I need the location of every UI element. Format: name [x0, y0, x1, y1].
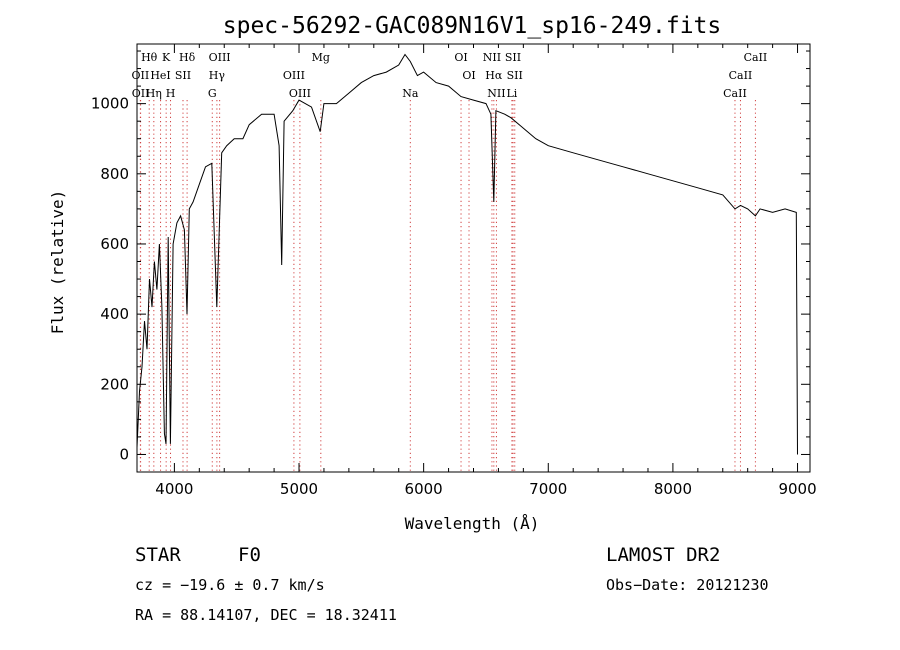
- line-marker-label: CaII: [723, 87, 747, 100]
- y-tick-label: 200: [100, 375, 129, 393]
- line-marker-label: Hδ: [179, 51, 196, 64]
- line-marker-label: HeI: [150, 69, 170, 82]
- coordinates: RA = 88.14107, DEC = 18.32411: [135, 606, 397, 624]
- x-tick-label: 7000: [529, 480, 567, 498]
- y-tick-label: 400: [100, 305, 129, 323]
- observation-date: Obs−Date: 20121230: [606, 576, 769, 594]
- x-tick-label: 8000: [654, 480, 692, 498]
- chart-title: spec-56292-GAC089N16V1_sp16-249.fits: [223, 13, 722, 39]
- line-marker-label: SII: [505, 51, 521, 64]
- line-marker-label: Hη: [146, 87, 162, 100]
- line-marker-label: Hθ: [141, 51, 158, 64]
- object-subclass: F0: [238, 544, 261, 566]
- line-marker-label: OI: [462, 69, 475, 82]
- y-axis-label: Flux (relative): [48, 190, 67, 335]
- line-marker-label: OIII: [289, 87, 311, 100]
- line-marker-label: Hγ: [209, 69, 226, 82]
- line-marker-label: Na: [402, 87, 419, 100]
- line-marker-label: Li: [506, 87, 517, 100]
- x-tick-label: 6000: [405, 480, 443, 498]
- line-marker-label: OIII: [283, 69, 305, 82]
- line-marker-label: NII: [487, 87, 505, 100]
- survey-name: LAMOST DR2: [606, 544, 720, 566]
- line-marker-label: OII: [132, 69, 150, 82]
- spectrum-line: [136, 53, 798, 455]
- redshift-value: cz = −19.6 ± 0.7 km/s: [135, 576, 325, 594]
- x-tick-label: 4000: [155, 480, 193, 498]
- y-tick-label: 800: [100, 165, 129, 183]
- line-marker-label: CaII: [744, 51, 768, 64]
- object-class: STAR: [135, 544, 181, 566]
- y-axis-ticks: 0 200 400 600 800 1000: [91, 50, 810, 463]
- line-marker-label: CaII: [729, 69, 753, 82]
- x-tick-label: 9000: [778, 480, 816, 498]
- line-marker-label: SII: [507, 69, 523, 82]
- line-marker-label: NII: [483, 51, 501, 64]
- y-tick-label: 1000: [91, 95, 129, 113]
- line-marker-label: Mg: [312, 51, 330, 64]
- line-marker-label: OIII: [209, 51, 231, 64]
- x-axis-ticks: 4000 5000 6000 7000 8000 9000: [155, 44, 817, 498]
- plot-frame: [136, 43, 811, 473]
- x-axis-label: Wavelength (Å): [405, 514, 540, 533]
- y-tick-label: 600: [100, 235, 129, 253]
- line-marker-label: G: [208, 87, 217, 100]
- line-marker-label: SII: [175, 69, 191, 82]
- line-marker-label: K: [162, 51, 171, 64]
- x-tick-label: 5000: [280, 480, 318, 498]
- y-tick-label: 0: [119, 445, 129, 463]
- line-marker-label: Hα: [485, 69, 503, 82]
- plot-area: [136, 43, 811, 473]
- line-marker-label: H: [166, 87, 176, 100]
- line-marker-label: OI: [454, 51, 467, 64]
- line-marker-label: OII: [132, 87, 150, 100]
